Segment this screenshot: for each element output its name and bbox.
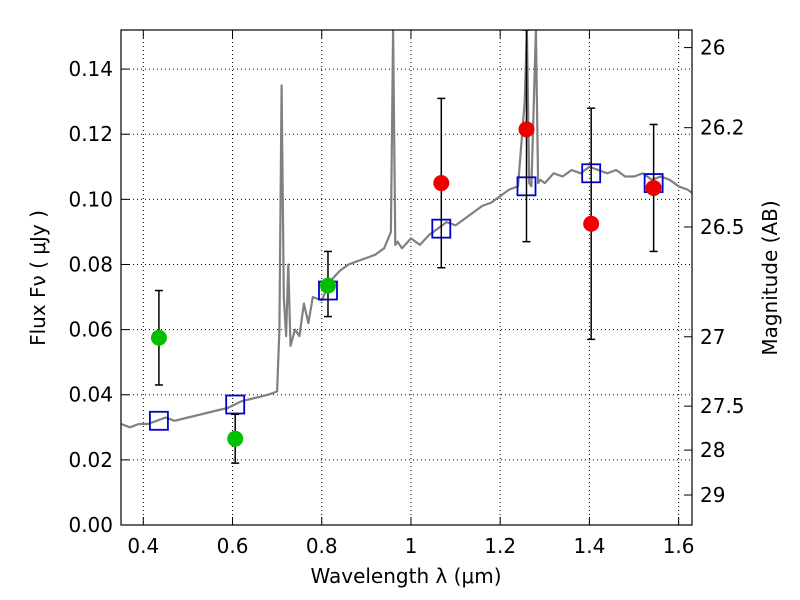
y-tick-label: 0.08 [68,252,113,276]
observed-red-point [518,121,535,138]
observed-red-point [433,175,450,192]
tick-marks [121,30,692,526]
y-axis-label: Flux Fν ( μJy ) [26,210,50,346]
observed-green-point [227,430,244,447]
observed-red-point [583,215,600,232]
right-tick-label: 29 [700,483,725,507]
x-axis-label: Wavelength λ (μm) [310,564,501,588]
right-tick-label: 28 [700,438,725,462]
observed-red-point [645,179,662,196]
x-tick-label: 1.2 [484,534,516,558]
x-tick-label: 1.4 [573,534,605,558]
grid-lines [121,30,692,525]
x-tick-label: 1.6 [663,534,695,558]
y-tick-label: 0.14 [68,57,113,81]
observed-green-point [150,329,167,346]
y-tick-label: 0.10 [68,187,113,211]
y-axis-right-label: Magnitude (AB) [758,200,782,355]
model-photometry-point [149,410,169,431]
observed-green-point [319,277,336,294]
right-tick-label: 26 [700,36,725,60]
data-area [121,30,692,464]
x-tick-label: 0.4 [127,534,159,558]
x-tick-label: 0.8 [306,534,338,558]
y-tick-label: 0.00 [68,513,113,537]
model-spectrum-line [121,30,692,429]
right-tick-label: 27 [700,325,725,349]
y-tick-label: 0.02 [68,448,113,472]
x-tick-label: 1 [405,534,418,558]
y-tick-label: 0.12 [68,122,113,146]
tick-labels: 0.4 0.6 0.8 1 1.2 1.4 1.6 0.00 0.02 0.04 0.06 0.08 0… [68,36,744,558]
y-tick-label: 0.04 [68,383,113,407]
x-tick-label: 0.6 [217,534,249,558]
plot-frame [120,29,693,526]
right-tick-label: 27.5 [700,394,745,418]
y-tick-label: 0.06 [68,318,113,342]
model-photometry-point [225,394,246,415]
right-tick-label: 26.5 [700,215,745,239]
right-tick-label: 26.2 [700,116,745,140]
